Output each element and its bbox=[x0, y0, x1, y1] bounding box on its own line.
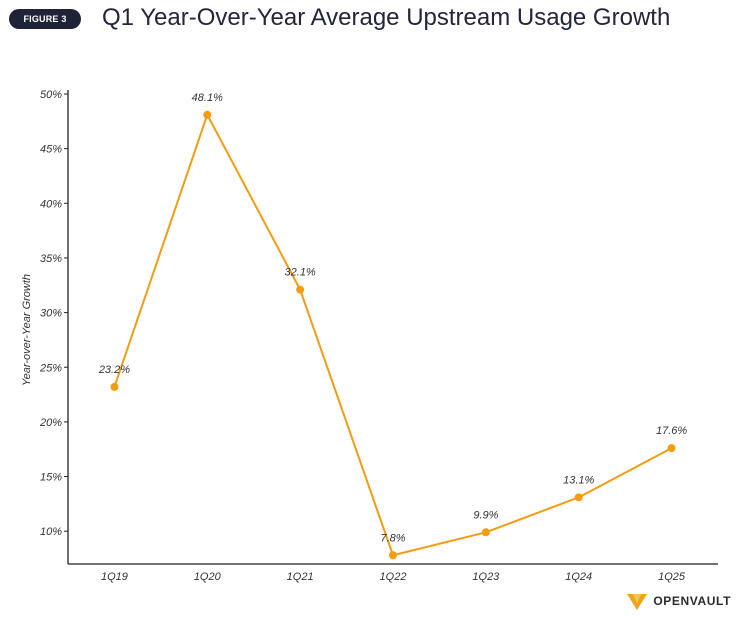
y-axis-label: Year-over-Year Growth bbox=[21, 274, 33, 386]
series-line-group: 23.2% 48.1% 32.1% 7.8% 9.9% 13.1% 17.6% bbox=[98, 92, 687, 560]
x-tick-label: 1Q25 bbox=[658, 571, 686, 583]
data-point bbox=[203, 110, 212, 119]
chart-title: Q1 Year-Over-Year Average Upstream Usage… bbox=[102, 4, 671, 31]
openvault-logo: OPENVAULT bbox=[626, 591, 731, 611]
data-label: 9.9% bbox=[473, 509, 498, 521]
y-tick-label: 10% bbox=[40, 526, 62, 538]
data-point bbox=[389, 551, 397, 560]
data-point bbox=[574, 493, 583, 502]
x-tick-label: 1Q23 bbox=[472, 571, 500, 583]
x-tick-labels: 1Q19 1Q20 1Q21 1Q22 1Q23 1Q24 1Q25 bbox=[101, 571, 686, 583]
figure-badge: FIGURE 3 bbox=[9, 9, 81, 29]
series-line bbox=[113, 113, 673, 557]
data-label: 7.8% bbox=[380, 532, 405, 544]
y-tick-label: 50% bbox=[40, 89, 62, 101]
data-label: 32.1% bbox=[285, 267, 316, 279]
x-tick-label: 1Q22 bbox=[380, 571, 407, 583]
data-point bbox=[667, 444, 676, 453]
axes bbox=[67, 90, 718, 565]
x-tick-label: 1Q24 bbox=[565, 571, 592, 583]
x-tick-label: 1Q21 bbox=[287, 571, 314, 583]
data-label: 17.6% bbox=[656, 425, 687, 437]
data-point bbox=[481, 528, 490, 537]
x-tick-label: 1Q19 bbox=[101, 571, 128, 583]
y-tick-label: 25% bbox=[39, 362, 62, 374]
x-tick-label: 1Q20 bbox=[194, 571, 222, 583]
y-tick-label: 45% bbox=[40, 144, 62, 156]
data-point bbox=[110, 382, 119, 391]
brand-name: OPENVAULT bbox=[653, 594, 731, 608]
y-tick-label: 35% bbox=[40, 253, 62, 265]
y-tick-label: 40% bbox=[40, 198, 62, 210]
y-tick-label: 30% bbox=[40, 308, 62, 320]
y-tick-label: 15% bbox=[40, 472, 62, 484]
y-tick-label: 20% bbox=[39, 417, 62, 429]
data-label: 23.2% bbox=[98, 364, 130, 376]
y-tick-labels: 10% 15% 20% 25% 30% 35% 40% 45% 50% bbox=[39, 89, 68, 538]
data-label: 13.1% bbox=[563, 474, 594, 486]
data-label: 48.1% bbox=[192, 92, 223, 104]
data-point bbox=[296, 285, 305, 294]
openvault-logo-icon bbox=[627, 594, 648, 610]
